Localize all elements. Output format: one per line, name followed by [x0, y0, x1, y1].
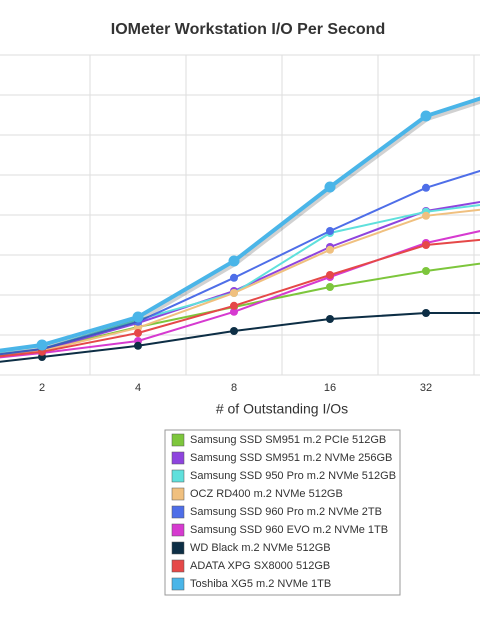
data-point [326, 271, 334, 279]
data-point [134, 341, 142, 350]
data-point [422, 241, 430, 249]
legend-swatch [171, 505, 185, 519]
legend-swatch [171, 451, 185, 465]
legend-swatch [171, 523, 185, 537]
legend-swatch [171, 433, 185, 447]
legend-label: Samsung SSD 950 Pro m.2 NVMe 512GB [190, 470, 396, 482]
x-tick-label: 32 [420, 382, 432, 394]
data-point [230, 307, 238, 316]
x-tick-label: 16 [324, 382, 336, 394]
data-point [230, 289, 238, 297]
legend-label: Samsung SSD 960 EVO m.2 NVMe 1TB [190, 524, 388, 536]
data-point [134, 329, 142, 337]
legend-swatch [171, 559, 185, 573]
legend-box [164, 429, 401, 596]
legend-swatch [171, 541, 185, 555]
data-point [422, 183, 430, 192]
legend-label: Samsung SSD SM951 m.2 PCIe 512GB [190, 434, 386, 446]
legend-label: WD Black m.2 NVMe 512GB [190, 542, 331, 554]
x-axis-label: # of Outstanding I/Os [216, 401, 348, 417]
x-tick-label: 2 [39, 382, 45, 394]
x-tick-label: 8 [231, 382, 237, 394]
data-point [422, 267, 430, 275]
data-point [422, 309, 430, 317]
legend-swatch [171, 577, 185, 591]
chart-title: IOMeter Workstation I/O Per Second [111, 21, 385, 38]
data-point [228, 255, 240, 267]
legend-label: ADATA XPG SX8000 512GB [190, 560, 330, 572]
data-point [230, 327, 238, 335]
legend-swatch [171, 469, 185, 483]
legend-label: Toshiba XG5 m.2 NVMe 1TB [190, 578, 331, 590]
data-point [324, 181, 336, 193]
legend-label: Samsung SSD 960 Pro m.2 NVMe 2TB [190, 506, 382, 518]
x-tick-label: 4 [135, 382, 141, 394]
data-point [326, 315, 334, 323]
data-point [326, 227, 334, 235]
data-point [230, 301, 238, 310]
data-point [422, 211, 430, 220]
legend-swatch [171, 487, 185, 501]
data-point [326, 283, 334, 291]
data-point [36, 339, 48, 351]
legend-label: Samsung SSD SM951 m.2 NVMe 256GB [190, 452, 392, 464]
legend-label: OCZ RD400 m.2 NVMe 512GB [190, 488, 343, 500]
data-point [230, 273, 238, 282]
data-point [132, 311, 144, 323]
data-point [326, 245, 334, 254]
data-point [420, 110, 432, 122]
